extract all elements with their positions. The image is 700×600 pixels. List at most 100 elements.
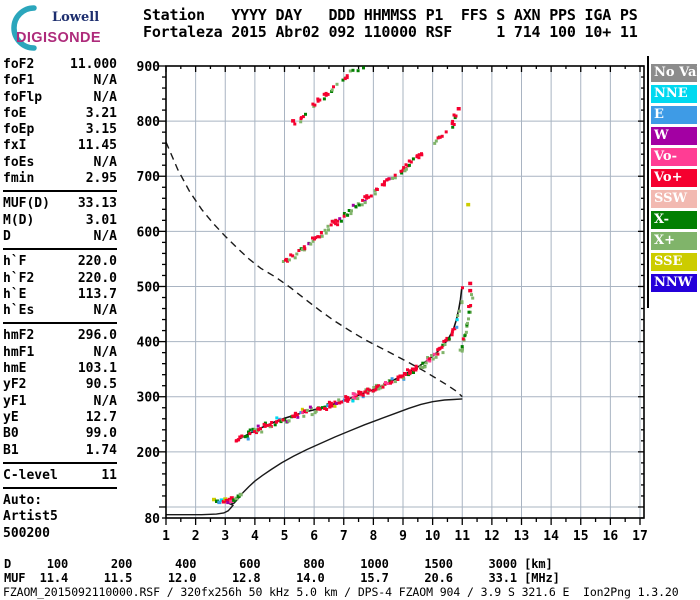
param-label: h`Es <box>3 303 35 319</box>
x-tick-label: 16 <box>603 529 619 544</box>
param-row: fmin 2.95 <box>3 171 117 187</box>
param-label: fmin <box>3 171 35 187</box>
y-tick-label: 500 <box>137 280 161 295</box>
param-value: N/A <box>93 73 117 89</box>
x-tick-label: 12 <box>484 529 500 544</box>
param-value: N/A <box>93 393 117 409</box>
param-value: 11.000 <box>70 57 117 72</box>
x-tick-label: 6 <box>310 529 318 544</box>
param-value: 3.01 <box>85 212 117 228</box>
param-value: 113.7 <box>77 286 117 302</box>
x-tick-label: 3 <box>221 529 229 544</box>
param-value: 1.74 <box>85 442 117 458</box>
param-label: Artist5 <box>3 509 58 525</box>
param-value: 90.5 <box>85 377 117 393</box>
x-tick-label: 10 <box>425 529 441 544</box>
param-label: hmE <box>3 361 27 377</box>
x-tick-label: 1 <box>162 529 170 544</box>
trace-fit-line <box>237 288 463 441</box>
param-label: hmF1 <box>3 344 35 360</box>
true-height-profile <box>166 398 463 516</box>
param-label: B1 <box>3 442 19 458</box>
param-label: hmF2 <box>3 328 35 344</box>
param-row: h`E 113.7 <box>3 287 117 303</box>
distance-row: D 100 200 400 600 800 1000 1500 3000 [km… <box>4 557 553 571</box>
param-row: yF2 90.5 <box>3 377 117 393</box>
param-value: 99.0 <box>85 426 117 442</box>
panel-divider <box>3 190 117 193</box>
param-label: foEp <box>3 122 35 138</box>
x-tick-label: 11 <box>454 529 470 544</box>
param-label: h`F2 <box>3 270 35 286</box>
param-row: hmF2 296.0 <box>3 328 117 344</box>
legend-item-x+: X+ <box>651 232 697 250</box>
param-row: foEp 3.15 <box>3 122 117 138</box>
x-tick-label: 5 <box>281 529 289 544</box>
panel-divider <box>3 248 117 251</box>
param-label: yF1 <box>3 393 27 409</box>
param-value: 103.1 <box>77 361 117 377</box>
param-value: 33.13 <box>77 196 117 212</box>
param-row: foF1 N/A <box>3 73 117 89</box>
param-row: Auto: <box>3 493 117 509</box>
legend-item-ssw: SSW <box>651 190 697 208</box>
param-label: yF2 <box>3 377 27 393</box>
param-value: N/A <box>93 303 117 319</box>
logo-digisonde-text: DIGISONDE <box>16 30 101 46</box>
legend-item-vo+: Vo+ <box>651 169 697 187</box>
param-label: h`F <box>3 254 27 270</box>
x-tick-label: 13 <box>514 529 530 544</box>
panel-divider <box>3 322 117 325</box>
trace-third-trace <box>293 66 365 126</box>
param-label: foFlp <box>3 89 43 105</box>
x-tick-label: 2 <box>192 529 200 544</box>
param-row: foF2 11.000 <box>3 57 117 73</box>
legend-item-sse: SSE <box>651 253 697 271</box>
header-line-2: Fortaleza 2015 Abr02 092 110000 RSF 1 71… <box>143 23 638 41</box>
param-label: B0 <box>3 426 19 442</box>
legend-item-vo-: Vo- <box>651 148 697 166</box>
param-label: C-level <box>3 467 58 483</box>
param-value: N/A <box>93 154 117 170</box>
y-tick-label: 400 <box>137 336 161 351</box>
param-label: MUF(D) <box>3 196 50 212</box>
gridlines <box>166 66 644 518</box>
lowell-digisonde-logo: Lowell DIGISONDE <box>4 4 139 54</box>
trace-second-hop <box>281 113 458 263</box>
velocity-direction-legend: No Val NNE E W Vo- Vo+ SSW X- X+ SSE NNW <box>651 64 698 295</box>
legend-item-x-: X- <box>651 211 697 229</box>
param-row: M(D) 3.01 <box>3 213 117 229</box>
x-axis-labels: 1 2 3 4 5 6 7 8 9 10 11 12 13 14 15 16 17 <box>162 529 648 544</box>
x-tick-label: 17 <box>632 529 648 544</box>
param-label: Auto: <box>3 493 43 509</box>
y-tick-label: 700 <box>137 170 161 185</box>
param-value: N/A <box>93 228 117 244</box>
param-row: Artist5 <box>3 509 117 525</box>
trace-x-mode-tail <box>458 293 475 353</box>
y-tick-label: 800 <box>137 115 161 130</box>
logo-arc-icon <box>11 5 37 51</box>
param-value: 296.0 <box>77 328 117 344</box>
param-label: foEs <box>3 154 35 170</box>
legend-divider <box>647 56 649 308</box>
axis-ticks <box>159 65 644 525</box>
panel-divider <box>3 487 117 490</box>
plot-border <box>165 65 645 519</box>
y-tick-label: 300 <box>137 391 161 406</box>
param-value: 12.7 <box>85 409 117 425</box>
param-row: hmF1 N/A <box>3 345 117 361</box>
legend-item-e: E <box>651 106 697 124</box>
param-row: fxI 11.45 <box>3 138 117 154</box>
param-value: N/A <box>93 89 117 105</box>
x-tick-label: 4 <box>251 529 259 544</box>
param-row: C-level 11 <box>3 468 117 484</box>
param-value: 11 <box>101 467 117 483</box>
x-tick-label: 15 <box>573 529 589 544</box>
param-row: yE 12.7 <box>3 410 117 426</box>
param-row: h`F2 220.0 <box>3 271 117 287</box>
y-tick-label: 80 <box>144 512 160 527</box>
param-label: foF2 <box>3 57 35 72</box>
panel-divider <box>3 461 117 464</box>
param-row: foEs N/A <box>3 155 117 171</box>
